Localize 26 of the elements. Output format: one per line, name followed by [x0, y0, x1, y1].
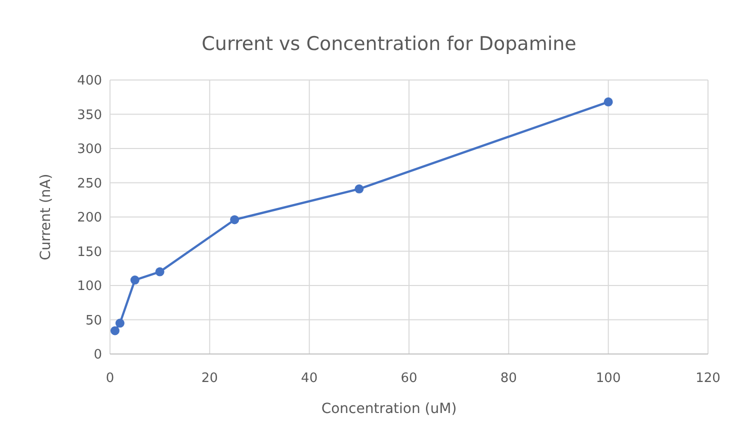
- x-axis-title: Concentration (uM): [321, 401, 457, 417]
- y-tick-label: 400: [77, 74, 102, 89]
- point: [130, 276, 140, 285]
- y-tick-label: 350: [77, 108, 102, 123]
- x-tick-label: 20: [201, 371, 218, 386]
- point: [115, 318, 124, 328]
- x-tick-label: 100: [596, 371, 621, 386]
- y-tick-label: 150: [77, 244, 102, 260]
- y-axis-title: Current (nA): [38, 174, 54, 260]
- x-tick-label: 80: [500, 371, 517, 386]
- y-tick-label: 300: [77, 142, 102, 158]
- y-tick-label: 250: [77, 176, 102, 192]
- x-tick-label: 0: [106, 371, 114, 386]
- x-tick-label: 120: [696, 371, 720, 386]
- point: [110, 326, 120, 336]
- y-tick-label: 100: [77, 279, 102, 294]
- x-tick-label: 60: [400, 371, 418, 386]
- point: [604, 97, 613, 106]
- y-tick-label: 200: [77, 210, 102, 226]
- point: [230, 215, 240, 224]
- point: [155, 267, 164, 276]
- y-tick-label: 50: [85, 313, 102, 328]
- chart-title: Current vs Concentration for Dopamine: [202, 33, 576, 55]
- y-tick-label: 0: [94, 348, 102, 363]
- x-tick-label: 40: [301, 371, 318, 386]
- point: [354, 184, 364, 194]
